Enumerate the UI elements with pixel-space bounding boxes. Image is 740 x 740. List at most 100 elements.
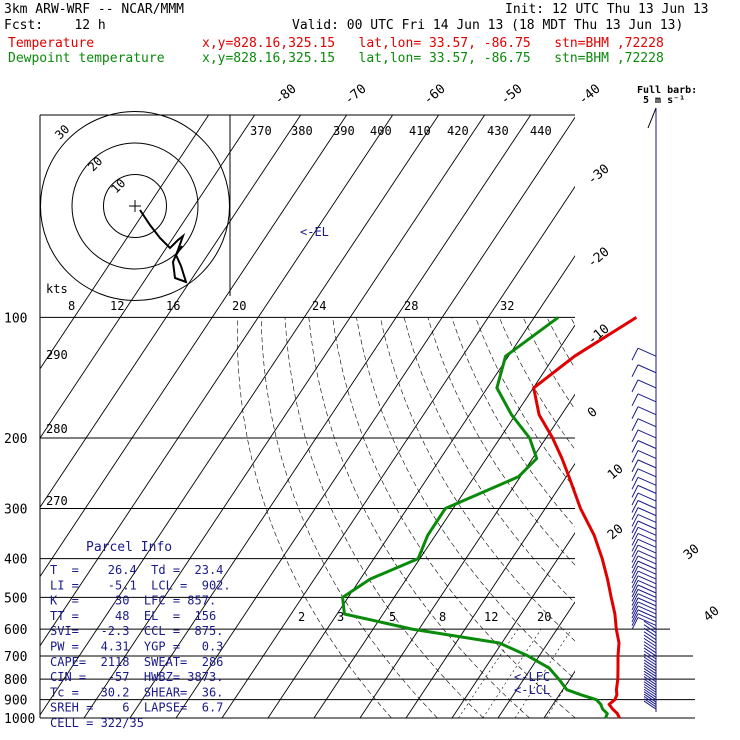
wind-barb-flag (631, 406, 639, 419)
dry-adiabat (546, 317, 575, 369)
isotherm-line (682, 115, 740, 718)
wind-barb (643, 620, 657, 630)
wind-barb (637, 492, 657, 502)
model-title: 3km ARW-WRF -- NCAR/MMM (4, 2, 185, 17)
hodograph-unit: kts (46, 282, 68, 296)
wind-barb (643, 662, 657, 672)
isotherm-line (175, 116, 575, 718)
wind-barb (637, 379, 657, 389)
isotherm-line (40, 115, 210, 370)
wind-barb-flag (631, 418, 639, 431)
pressure-label-900: 900 (4, 694, 27, 709)
wind-barb (643, 698, 657, 708)
wind-barb-flag (631, 589, 639, 602)
isotherm-line (590, 115, 740, 718)
parcel-info-row: T = 26.4 Td = 23.4 (50, 563, 223, 577)
dry-adiabat (666, 317, 740, 718)
wind-barb (637, 609, 657, 619)
wind-barb-flag (631, 580, 639, 593)
isotherm-top-label: -70 (342, 81, 370, 108)
wind-barb (637, 538, 657, 548)
dry-adiabat (380, 317, 575, 642)
wind-barb-flag (631, 601, 639, 615)
pressure-label-700: 700 (4, 650, 27, 665)
dry-adiabat (690, 317, 740, 718)
wind-barb (637, 468, 657, 478)
parcel-info-row: K = 30 LFC = 857. (50, 594, 216, 608)
wind-barb (637, 616, 657, 626)
parcel-info-row: CAPE= 2118 SWEAT= 286 (50, 655, 223, 669)
dry-adiabat-label: 410 (409, 124, 431, 138)
wind-barb-flag (631, 533, 639, 546)
wind-barb-flag (631, 500, 639, 513)
barb-legend-line2: 5 m s⁻¹ (643, 95, 685, 106)
isotherm-right-label: -10 (585, 321, 613, 348)
dry-adiabat (570, 317, 575, 326)
theta-e-tick: 290 (46, 348, 68, 362)
wind-barb-flag (631, 468, 639, 482)
wind-barb-flag (631, 429, 639, 443)
wind-barb (637, 449, 657, 459)
wind-barb (643, 644, 657, 654)
wind-barb-flag (631, 459, 639, 473)
wind-barb (637, 429, 657, 439)
wind-barb (643, 696, 657, 705)
wind-barb (637, 406, 657, 416)
wind-barb-flag (631, 617, 639, 630)
barb-legend-line1: Full barb: (637, 85, 697, 96)
isotherm-line (40, 115, 440, 716)
wind-barb-flag (631, 575, 639, 589)
barb-legend-sample (647, 107, 657, 129)
hodograph-axis-tick: 20 (232, 299, 246, 313)
lcl-label: <-LCL (514, 683, 550, 697)
wind-barb (643, 700, 657, 710)
pressure-label-600: 600 (4, 623, 27, 638)
init-time: Init: 12 UTC Thu 13 Jun 13 (505, 2, 709, 17)
pressure-label-400: 400 (4, 553, 27, 568)
isotherm-line (40, 115, 394, 647)
hodograph-axis-tick: 32 (500, 299, 514, 313)
isotherm-right-label: 30 (681, 542, 703, 564)
hodograph-axis-tick: 8 (68, 299, 75, 313)
wind-barb-flag (631, 605, 639, 619)
wind-barb-flag (631, 520, 639, 534)
wind-barb (643, 673, 657, 683)
isotherm-top-label: -80 (272, 81, 300, 108)
dry-adiabat-label: 400 (370, 124, 392, 138)
wind-barb (637, 347, 657, 357)
dry-adiabat (595, 317, 740, 718)
wind-barb (637, 418, 657, 428)
mixing-ratio-label: 8 (439, 610, 446, 624)
isotherm-top-label: -50 (498, 81, 526, 108)
wind-barb (637, 500, 657, 509)
temperature-location: x,y=828.16,325.15 lat,lon= 33.57, -86.75… (202, 36, 664, 51)
wind-barb (637, 597, 657, 607)
wind-barb-flag (631, 514, 639, 527)
isotherm-line (636, 115, 740, 718)
wind-barb (643, 637, 657, 647)
parcel-info-row: LI = -5.1 LCL = 902. (50, 578, 231, 592)
wind-barb (637, 575, 657, 585)
isotherm-line (221, 185, 575, 718)
wind-barb (643, 688, 657, 698)
wind-barb-flag (631, 570, 639, 584)
parcel-info-row: PW = 4.31 YGP = 0.3 (50, 640, 223, 654)
wind-barb-flag (631, 393, 639, 407)
wind-barb-flag (631, 555, 639, 569)
isotherm-right-label: -30 (585, 161, 613, 188)
isotherm-line (83, 115, 486, 718)
wind-barb-flag (631, 593, 639, 606)
wind-barb-flag (631, 507, 639, 520)
wind-barb (643, 650, 657, 660)
wind-barb (643, 653, 657, 663)
wind-barb (643, 641, 657, 651)
isotherm-line (497, 601, 575, 718)
hodograph-ring-label: 30 (52, 122, 72, 142)
wind-barb (643, 634, 657, 644)
pressure-label-200: 200 (4, 432, 27, 447)
hodograph-ring (40, 111, 230, 301)
wind-barb (637, 584, 657, 594)
isotherm-right-label: 0 (585, 405, 601, 422)
wind-barb (637, 507, 657, 517)
